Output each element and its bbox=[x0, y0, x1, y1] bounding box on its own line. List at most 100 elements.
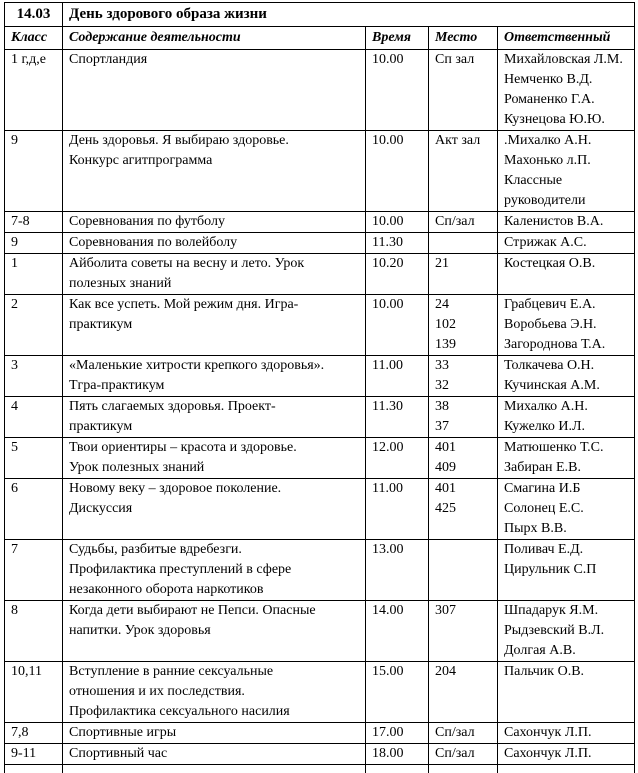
place-cell-line: 37 bbox=[435, 419, 449, 434]
class-cell-line: 2 bbox=[11, 297, 18, 312]
place-cell-line: 401 bbox=[435, 440, 456, 455]
content-cell: Соревнования по футболу bbox=[62, 211, 366, 233]
responsible-cell: Грабцевич Е.А. Воробьева Э.Н. Загороднова … bbox=[497, 294, 635, 356]
place-cell-line: 139 bbox=[435, 337, 456, 352]
content-cell: Твои ориентиры – красота и здоровье. Урок… bbox=[62, 437, 366, 479]
time-cell: 14.00 bbox=[365, 600, 429, 662]
place-cell: 33 32 bbox=[428, 355, 498, 397]
responsible-cell: Шпадарук Я.М. Рыдзевский В.Л. Долгая А.В. bbox=[497, 600, 635, 662]
content-cell-line: «Маленькие хитрости крепкого здоровья». bbox=[69, 358, 325, 373]
table-row: 4 Пять слагаемых здоровья. Проект-практик… bbox=[4, 396, 635, 438]
responsible-cell: Михайловская Л.М. Немченко В.Д. Романенко … bbox=[497, 49, 635, 131]
responsible-cell-line: Немченко В.Д. bbox=[504, 72, 593, 87]
class-cell-line: 6 bbox=[11, 481, 18, 496]
header-class: Класс bbox=[4, 26, 63, 50]
content-cell-line: Айболита советы на весну и лето. Урок bbox=[69, 256, 305, 271]
class-cell-line: 1 bbox=[11, 256, 18, 271]
responsible-cell: Стрижак А.С. bbox=[497, 232, 635, 254]
class-cell: 7,8 bbox=[4, 722, 63, 744]
time-cell: 13.00 bbox=[365, 539, 429, 601]
place-cell bbox=[428, 232, 498, 254]
class-cell: 5 bbox=[4, 437, 63, 479]
place-cell-line: Сп/зал bbox=[435, 725, 475, 740]
time-cell: 10.00 bbox=[365, 49, 429, 131]
responsible-cell-line: Кузнецова Ю.Ю. bbox=[504, 112, 605, 127]
time-cell: 10.20 bbox=[365, 253, 429, 295]
responsible-cell: Каленистов В.А. bbox=[497, 211, 635, 233]
class-cell: 9-11 bbox=[4, 743, 63, 765]
place-cell-line: Акт зал bbox=[435, 133, 481, 148]
empty-cell bbox=[365, 764, 429, 773]
place-cell-line: Сп зал bbox=[435, 52, 475, 67]
time-cell: 11.30 bbox=[365, 232, 429, 254]
time-cell: 18.00 bbox=[365, 743, 429, 765]
responsible-cell-line: Загороднова Т.А. bbox=[504, 337, 606, 352]
place-cell: Акт зал bbox=[428, 130, 498, 212]
class-cell-line: 3 bbox=[11, 358, 18, 373]
time-cell-line: 11.30 bbox=[372, 235, 403, 250]
class-cell-line: 7,8 bbox=[11, 725, 29, 740]
table-row: 5 Твои ориентиры – красота и здоровье. Уро… bbox=[4, 437, 635, 479]
content-cell: Судьбы, разбитые вдребезги. Профилактика … bbox=[62, 539, 366, 601]
content-cell-line: Дискуссия bbox=[69, 501, 133, 516]
content-cell: Спортивные игры bbox=[62, 722, 366, 744]
empty-cell bbox=[428, 764, 498, 773]
content-cell-line: Вступление в ранние сексуальные bbox=[69, 664, 274, 679]
content-cell: Пять слагаемых здоровья. Проект-практику… bbox=[62, 396, 366, 438]
time-cell: 11.00 bbox=[365, 478, 429, 540]
content-cell: «Маленькие хитрости крепкого здоровья». Т… bbox=[62, 355, 366, 397]
class-cell: 7-8 bbox=[4, 211, 63, 233]
time-cell-line: 11.00 bbox=[372, 481, 403, 496]
class-cell: 9 bbox=[4, 232, 63, 254]
responsible-cell-line: Забиран Е.В. bbox=[504, 460, 581, 475]
responsible-cell: Матюшенко Т.С. Забиран Е.В. bbox=[497, 437, 635, 479]
content-cell-line: напитки. Урок здоровья bbox=[69, 623, 211, 638]
content-cell-line: незаконного оборота наркотиков bbox=[69, 582, 264, 597]
table-row: 7,8 Спортивные игры 17.00 Сп/зал Сахончук Л.… bbox=[4, 722, 635, 744]
class-cell: 8 bbox=[4, 600, 63, 662]
table-row: 1 Айболита советы на весну и лето. Урок по… bbox=[4, 253, 635, 295]
class-cell-line: 7-8 bbox=[11, 214, 30, 229]
time-cell: 17.00 bbox=[365, 722, 429, 744]
responsible-cell-line: .Михалко А.Н. bbox=[504, 133, 592, 148]
time-cell: 11.30 bbox=[365, 396, 429, 438]
header-responsible: Ответственный bbox=[497, 26, 635, 50]
time-cell-line: 10.00 bbox=[372, 297, 404, 312]
responsible-cell-line: Кучинская А.М. bbox=[504, 378, 600, 393]
place-cell: 204 bbox=[428, 661, 498, 723]
content-cell-line: Спортивный час bbox=[69, 746, 168, 761]
time-cell-line: 12.00 bbox=[372, 440, 404, 455]
time-cell-line: 15.00 bbox=[372, 664, 404, 679]
header-place: Место bbox=[428, 26, 498, 50]
date-cell: 14.03 bbox=[4, 2, 63, 27]
time-cell: 11.00 bbox=[365, 355, 429, 397]
responsible-cell-line: Сахончук Л.П. bbox=[504, 746, 592, 761]
class-cell: 4 bbox=[4, 396, 63, 438]
empty-cell bbox=[4, 764, 63, 773]
place-cell-line: 38 bbox=[435, 399, 449, 414]
responsible-cell: .Михалко А.Н. Махонько л.П. Классные руково… bbox=[497, 130, 635, 212]
place-cell-line: 32 bbox=[435, 378, 449, 393]
class-cell-line: 5 bbox=[11, 440, 18, 455]
schedule-body: 1 г,д,е Спортландия 10.00 Сп зал Михайловска… bbox=[4, 49, 635, 773]
class-cell: 1 г,д,е bbox=[4, 49, 63, 131]
class-cell: 1 bbox=[4, 253, 63, 295]
content-cell-line: полезных знаний bbox=[69, 276, 172, 291]
responsible-cell: Толкачева О.Н. Кучинская А.М. bbox=[497, 355, 635, 397]
responsible-cell-line: Рыдзевский В.Л. bbox=[504, 623, 605, 638]
class-cell-line: 1 г,д,е bbox=[11, 52, 46, 67]
time-cell-line: 14.00 bbox=[372, 603, 404, 618]
empty-cell bbox=[62, 764, 366, 773]
place-cell: 38 37 bbox=[428, 396, 498, 438]
class-cell: 10,11 bbox=[4, 661, 63, 723]
content-cell-line: Конкурс агитпрограмма bbox=[69, 153, 213, 168]
content-cell-line: Тгра-практикум bbox=[69, 378, 165, 393]
title-cell: День здорового образа жизни bbox=[62, 2, 635, 27]
content-cell: Спортивный час bbox=[62, 743, 366, 765]
content-cell-line: День здоровья. Я выбираю здоровье. bbox=[69, 133, 289, 148]
class-cell: 2 bbox=[4, 294, 63, 356]
content-cell-line: Соревнования по футболу bbox=[69, 214, 225, 229]
place-cell-line: 307 bbox=[435, 603, 456, 618]
responsible-cell-line: Пальчик О.В. bbox=[504, 664, 585, 679]
